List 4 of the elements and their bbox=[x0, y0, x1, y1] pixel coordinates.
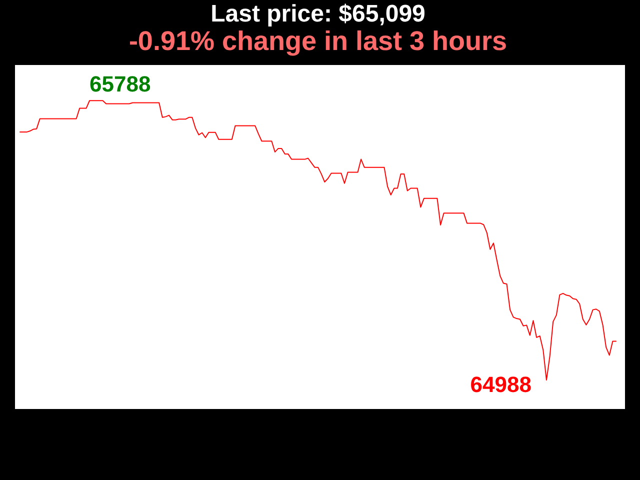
data-label: 64988 bbox=[470, 372, 532, 398]
data-label: 65788 bbox=[90, 72, 151, 97]
chart-title: Last price: $65,099 bbox=[210, 0, 426, 28]
chart-subtitle: -0.91% change in last 3 hours bbox=[128, 26, 508, 56]
